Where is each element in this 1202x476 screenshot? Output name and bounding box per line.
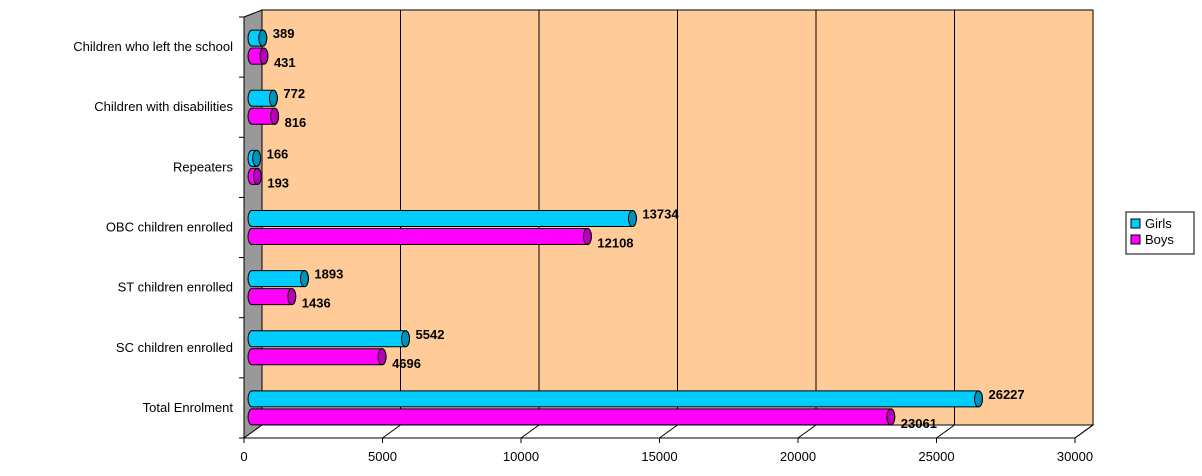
bar-end-cap	[886, 408, 896, 426]
category-labels: Total Enrolment SC children enrolled ST ch…	[73, 39, 233, 415]
legend-swatch-boys	[1130, 234, 1141, 245]
bar-body	[247, 270, 309, 288]
x-tick-label: 30000	[1057, 449, 1093, 464]
x-tick-label: 20000	[780, 449, 816, 464]
bar-end-cap	[973, 390, 983, 408]
value-label-boys-obc-children-enrolled: 12108	[597, 236, 633, 251]
bar-end-cap	[401, 330, 411, 348]
y-axis-ticks	[239, 16, 244, 439]
category-label-children-with-disabilities: Children with disabilities	[94, 99, 233, 114]
bar-girls-total-enrolment	[247, 390, 983, 408]
category-label-obc-children-enrolled: OBC children enrolled	[106, 220, 233, 235]
bar-girls-sc-children-enrolled	[247, 330, 411, 348]
bar-girls-obc-children-enrolled	[247, 210, 637, 227]
floor-gridline	[382, 424, 401, 439]
floor-gridline	[520, 424, 540, 439]
bar-girls-children-who-left-the-school	[247, 29, 268, 47]
bar-boys-st-children-enrolled	[247, 288, 297, 306]
value-label-boys-total-enrolment: 23061	[901, 416, 937, 431]
bar-girls-children-with-disabilities	[247, 89, 278, 107]
legend-label-girls: Girls	[1145, 216, 1172, 231]
value-labels: 26227 23061 5542 4696 1893 1436 13734 12108 166 1…	[267, 26, 1025, 431]
category-label-children-who-left-the-school: Children who left the school	[73, 39, 233, 54]
category-label-sc-children-enrolled: SC children enrolled	[116, 340, 233, 355]
value-label-boys-sc-children-enrolled: 4696	[392, 356, 421, 371]
value-label-girls-children-with-disabilities: 772	[283, 86, 305, 101]
value-label-boys-repeaters: 193	[267, 175, 289, 190]
bar-body	[247, 210, 637, 227]
bar-girls-st-children-enrolled	[247, 270, 309, 288]
bar-boys-total-enrolment	[247, 408, 896, 426]
bar-end-cap	[287, 288, 297, 306]
bar-boys-children-who-left-the-school	[247, 47, 269, 65]
bar-body	[247, 408, 896, 426]
value-label-boys-children-with-disabilities: 816	[285, 115, 307, 130]
bar-end-cap	[299, 270, 309, 288]
bars	[247, 29, 983, 426]
value-label-girls-sc-children-enrolled: 5542	[416, 327, 445, 342]
category-label-repeaters: Repeaters	[173, 159, 233, 174]
x-axis-ticks: 0 5000 10000 15000 20000 25000 30000	[240, 438, 1093, 464]
value-label-girls-children-who-left-the-school: 389	[273, 26, 295, 41]
bar-end-cap	[258, 29, 268, 47]
bar-end-cap	[582, 228, 592, 245]
bar-end-cap	[377, 348, 387, 366]
value-label-boys-children-who-left-the-school: 431	[274, 55, 296, 70]
bar-body	[247, 228, 592, 245]
value-label-girls-repeaters: 166	[267, 146, 289, 161]
value-label-boys-st-children-enrolled: 1436	[302, 296, 331, 311]
legend-swatch-girls	[1130, 218, 1141, 229]
floor-gridline	[936, 424, 955, 439]
value-label-girls-st-children-enrolled: 1893	[314, 267, 343, 282]
category-label-st-children-enrolled: ST children enrolled	[118, 280, 233, 295]
legend-label-boys: Boys	[1145, 232, 1174, 247]
value-label-girls-obc-children-enrolled: 13734	[642, 207, 679, 222]
bar-end-cap	[268, 89, 278, 107]
bar-end-cap	[252, 149, 262, 167]
floor-gridline	[1074, 424, 1094, 439]
bar-end-cap	[270, 107, 280, 125]
bar-boys-obc-children-enrolled	[247, 228, 592, 245]
x-tick-label: 5000	[368, 449, 397, 464]
bar-girls-repeaters	[247, 149, 262, 167]
x-tick-label: 15000	[641, 449, 677, 464]
x-tick-label: 0	[240, 449, 247, 464]
bar-boys-repeaters	[247, 167, 262, 185]
value-label-girls-total-enrolment: 26227	[988, 387, 1024, 402]
bar-end-cap	[259, 47, 269, 65]
bar-end-cap	[627, 210, 637, 227]
x-tick-label: 25000	[918, 449, 954, 464]
bar-end-cap	[252, 167, 262, 185]
x-tick-label: 10000	[503, 449, 539, 464]
floor-gridline	[797, 424, 817, 439]
bar-body	[247, 390, 983, 408]
bar-boys-children-with-disabilities	[247, 107, 280, 125]
bar-body	[247, 330, 410, 348]
category-label-total-enrolment: Total Enrolment	[143, 400, 234, 415]
bar-body	[247, 348, 387, 366]
floor-gridline	[659, 424, 678, 439]
bar-boys-sc-children-enrolled	[247, 348, 387, 366]
